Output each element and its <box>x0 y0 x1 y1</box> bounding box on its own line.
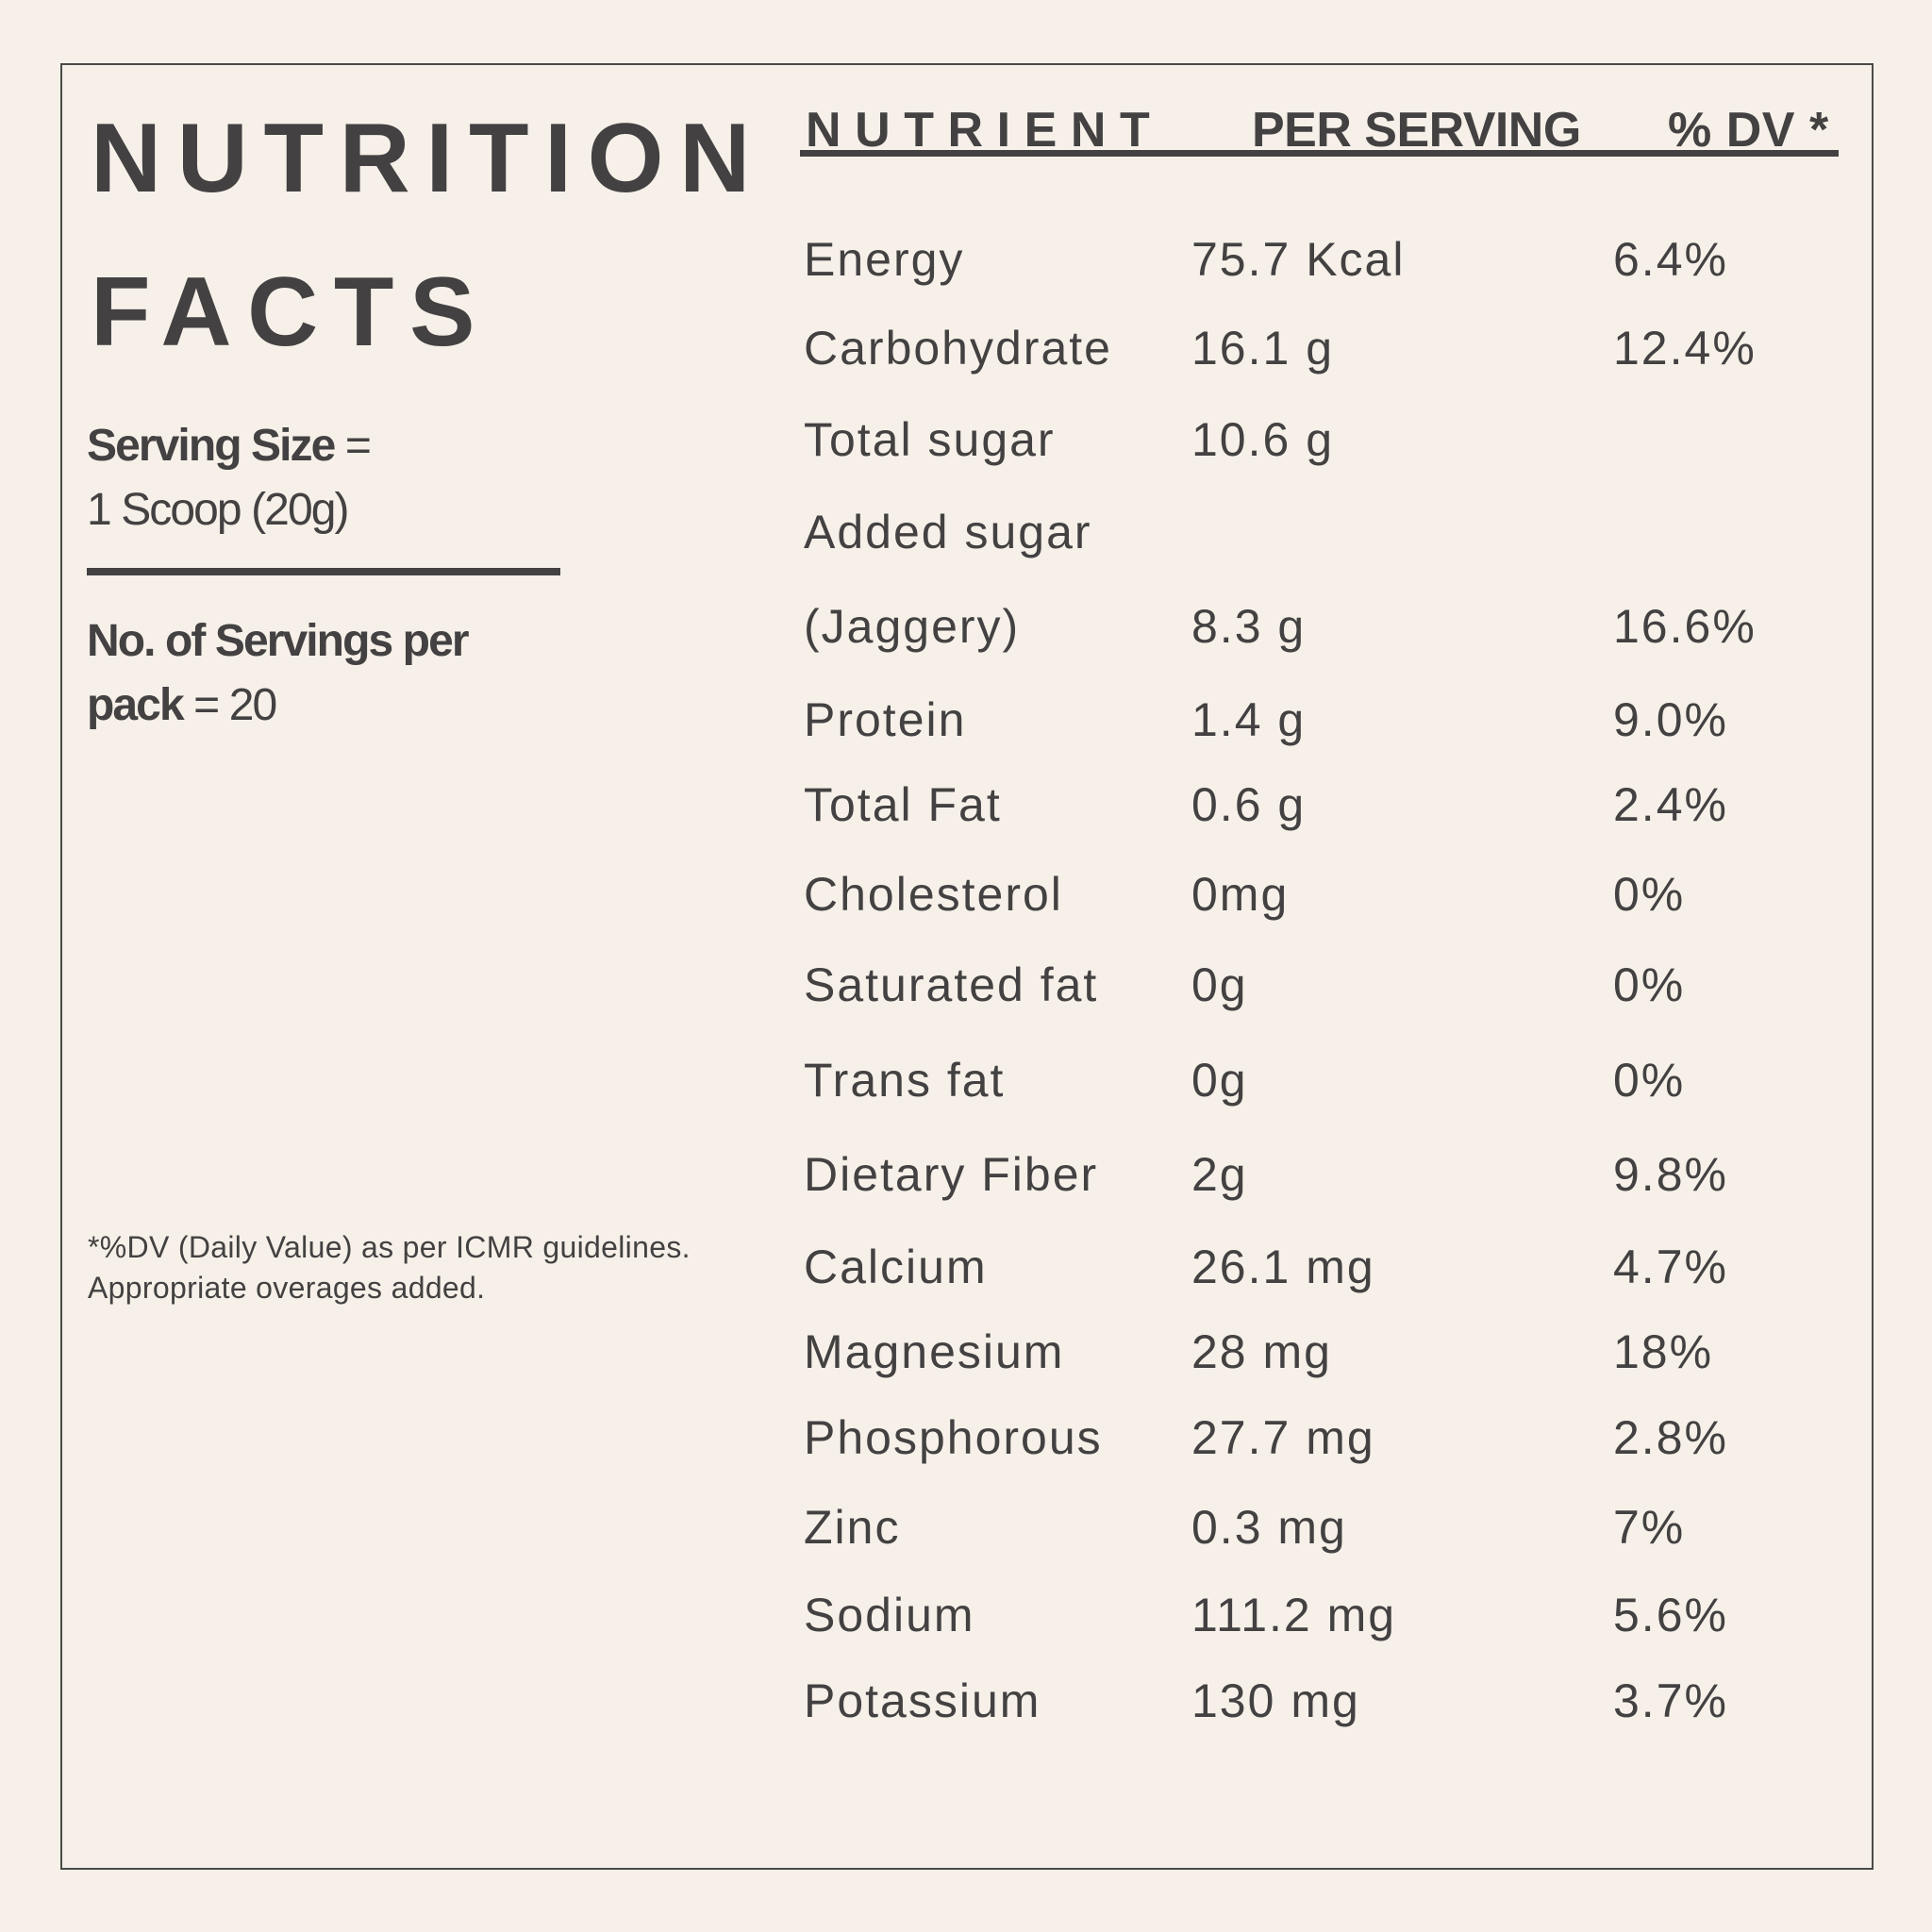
nutrient-amount: 75.7 Kcal <box>1191 233 1406 286</box>
nutrient-name: Added sugar <box>804 506 1092 558</box>
nutrient-name: Saturated fat <box>804 958 1099 1011</box>
nutrient-amount: 27.7 mg <box>1191 1411 1375 1464</box>
nutrient-amount: 26.1 mg <box>1191 1241 1375 1293</box>
nutrient-amount: 2g <box>1191 1148 1248 1201</box>
nutrition-facts-panel: NUTRITION FACTS Serving Size = 1 Scoop (… <box>60 63 1874 1870</box>
nutrient-amount: 0.6 g <box>1191 778 1307 831</box>
serving-size-label: Serving Size = <box>87 421 372 471</box>
nutrient-name: Phosphorous <box>804 1411 1103 1464</box>
nutrient-amount: 10.6 g <box>1191 413 1335 466</box>
footnote-line-1: *%DV (Daily Value) as per ICMR guideline… <box>88 1230 691 1264</box>
nutrient-amount: 16.1 g <box>1191 322 1335 375</box>
nutrient-name: Cholesterol <box>804 868 1063 921</box>
servings-per-pack-label-line-1: No. of Servings per <box>87 616 470 666</box>
nutrient-amount: 0mg <box>1191 868 1290 921</box>
nutrient-dv: 0% <box>1613 868 1686 921</box>
nutrient-amount: 28 mg <box>1191 1325 1332 1378</box>
column-header-dv: % DV * <box>1668 103 1829 158</box>
nutrient-amount: 0.3 mg <box>1191 1501 1347 1554</box>
nutrient-amount: 111.2 mg <box>1191 1589 1397 1641</box>
nutrient-amount: 130 mg <box>1191 1674 1360 1727</box>
nutrient-dv: 18% <box>1613 1325 1714 1378</box>
nutrient-dv: 6.4% <box>1613 233 1728 286</box>
nutrient-dv: 4.7% <box>1613 1241 1728 1293</box>
nutrient-amount: 0g <box>1191 958 1248 1011</box>
nutrient-amount: 8.3 g <box>1191 600 1307 653</box>
column-header-nutrient: NUTRIENT <box>806 103 1164 158</box>
nutrient-name: Potassium <box>804 1674 1041 1727</box>
footnote-line-2: Appropriate overages added. <box>88 1271 486 1305</box>
column-header-per-serving: PER SERVING <box>1252 103 1581 158</box>
left-divider <box>87 568 560 575</box>
nutrient-dv: 2.8% <box>1613 1411 1728 1464</box>
servings-per-pack-equals: = <box>182 680 229 730</box>
nutrient-dv: 9.8% <box>1613 1148 1728 1201</box>
nutrient-name: Zinc <box>804 1501 901 1554</box>
nutrient-name: Protein <box>804 693 967 746</box>
servings-per-pack-line-2: pack = 20 <box>87 680 277 730</box>
nutrient-name: (Jaggery) <box>804 600 1021 653</box>
serving-size-value: 1 Scoop (20g) <box>87 485 349 535</box>
nutrient-name: Trans fat <box>804 1054 1006 1107</box>
nutrient-name: Calcium <box>804 1241 988 1293</box>
nutrient-dv: 0% <box>1613 1054 1686 1107</box>
servings-per-pack-label-line-2: pack <box>87 680 185 730</box>
nutrient-dv: 5.6% <box>1613 1589 1728 1641</box>
title-line-2: FACTS <box>91 258 491 367</box>
nutrient-name: Total sugar <box>804 413 1056 466</box>
nutrient-name: Energy <box>804 233 965 286</box>
nutrient-amount: 1.4 g <box>1191 693 1307 746</box>
header-underline <box>800 150 1839 157</box>
servings-per-pack-value: 20 <box>228 680 277 730</box>
nutrient-name: Sodium <box>804 1589 975 1641</box>
nutrient-name: Carbohydrate <box>804 322 1112 375</box>
nutrient-dv: 3.7% <box>1613 1674 1728 1727</box>
serving-size-label-text: Serving Size <box>87 421 336 471</box>
nutrient-name: Total Fat <box>804 778 1002 831</box>
nutrient-name: Dietary Fiber <box>804 1148 1099 1201</box>
nutrient-amount: 0g <box>1191 1054 1248 1107</box>
nutrient-dv: 16.6% <box>1613 600 1757 653</box>
title-line-1: NUTRITION <box>91 104 766 213</box>
nutrient-dv: 9.0% <box>1613 693 1728 746</box>
nutrient-dv: 0% <box>1613 958 1686 1011</box>
serving-size-equals: = <box>334 421 372 471</box>
nutrient-dv: 2.4% <box>1613 778 1728 831</box>
nutrient-name: Magnesium <box>804 1325 1065 1378</box>
nutrient-dv: 12.4% <box>1613 322 1757 375</box>
nutrient-dv: 7% <box>1613 1501 1686 1554</box>
